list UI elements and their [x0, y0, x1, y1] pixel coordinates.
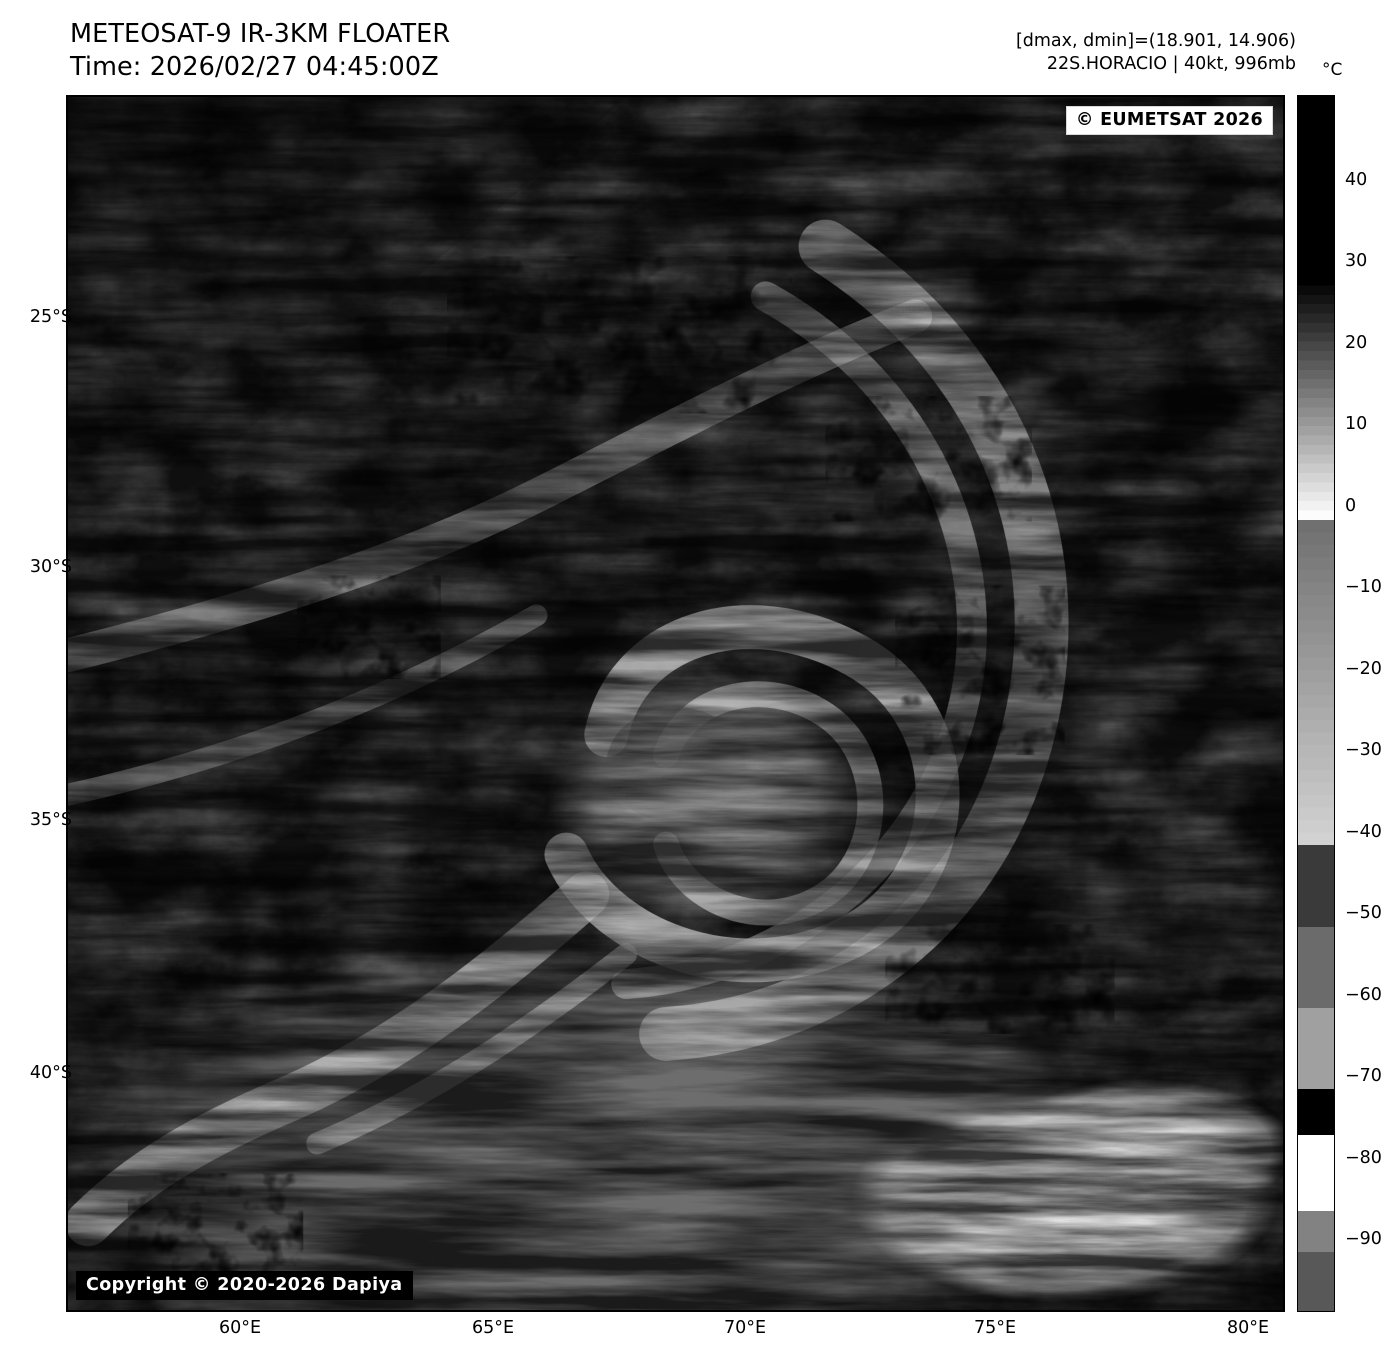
x-axis-tick-65e: 65°E: [471, 1318, 515, 1338]
x-axis-tick-75e: 75°E: [973, 1318, 1017, 1338]
colorbar-tick-n70: −70: [1345, 1066, 1382, 1086]
colorbar-band-band-n40-n50: [1298, 926, 1334, 1009]
y-axis-tick-30s: 30°S: [29, 557, 72, 577]
colorbar-band-gradient-hot-mid: [1298, 275, 1334, 521]
colorbar-tick-n80: −80: [1345, 1148, 1382, 1168]
x-axis-tick-60e: 60°E: [218, 1318, 262, 1338]
colorbar-tick-n10: −10: [1345, 577, 1382, 597]
colorbar-tick-n40: −40: [1345, 822, 1382, 842]
metadata-block: [dmax, dmin]=(18.901, 14.906) 22S.HORACI…: [1016, 30, 1296, 76]
colorbar-unit-label: °C: [1322, 60, 1343, 80]
satellite-image-plot[interactable]: © EUMETSAT 2026 Copyright © 2020-2026 Da…: [66, 95, 1285, 1312]
y-axis-tick-25s: 25°S: [29, 307, 72, 327]
colorbar-tick-10: 10: [1345, 414, 1368, 434]
time-text: Time: 2026/02/27 04:45:00Z: [70, 52, 439, 83]
y-axis-tick-35s: 35°S: [29, 810, 72, 830]
colorbar-band-band-n50-n60: [1298, 1008, 1334, 1090]
colorbar-tick-30: 30: [1345, 251, 1368, 271]
y-axis-tick-40s: 40°S: [29, 1063, 72, 1083]
eumetsat-credit-badge: © EUMETSAT 2026: [1065, 106, 1273, 135]
colorbar-band-solid-black-hot: [1298, 96, 1334, 276]
colorbar-band-band-n30-n40: [1298, 844, 1334, 927]
infrared-satellite-imagery: [68, 97, 1283, 1310]
storm-info-text: 22S.HORACIO | 40kt, 996mb: [1046, 54, 1296, 75]
colorbar-tick-n50: −50: [1345, 903, 1382, 923]
x-axis-tick-80e: 80°E: [1226, 1318, 1270, 1338]
copyright-badge: Copyright © 2020-2026 Dapiya: [76, 1271, 413, 1300]
colorbar-tick-20: 20: [1345, 333, 1368, 353]
colorbar-band-band-n60-n65: [1298, 1089, 1334, 1136]
title-text: METEOSAT-9 IR-3KM FLOATER: [70, 19, 451, 49]
colorbar-tick-n20: −20: [1345, 659, 1382, 679]
colorbar-tick-n60: −60: [1345, 985, 1382, 1005]
colorbar-tick-40: 40: [1345, 170, 1368, 190]
colorbar-tick-n30: −30: [1345, 740, 1382, 760]
colorbar-band-gradient-mid-cold: [1298, 520, 1334, 845]
colorbar-tick-n90: −90: [1345, 1229, 1382, 1249]
dmax-dmin-text: [dmax, dmin]=(18.901, 14.906): [1015, 31, 1296, 51]
colorbar-band-band-n65-n75: [1298, 1135, 1334, 1212]
page-title: METEOSAT-9 IR-3KM FLOATER Time: 2026/02/…: [70, 18, 450, 84]
colorbar-band-band-n80-bottom: [1298, 1252, 1334, 1311]
temperature-colorbar[interactable]: [1297, 95, 1335, 1312]
colorbar-band-band-n75-n80: [1298, 1211, 1334, 1253]
x-axis-tick-70e: 70°E: [723, 1318, 767, 1338]
colorbar-tick-0: 0: [1345, 496, 1357, 516]
